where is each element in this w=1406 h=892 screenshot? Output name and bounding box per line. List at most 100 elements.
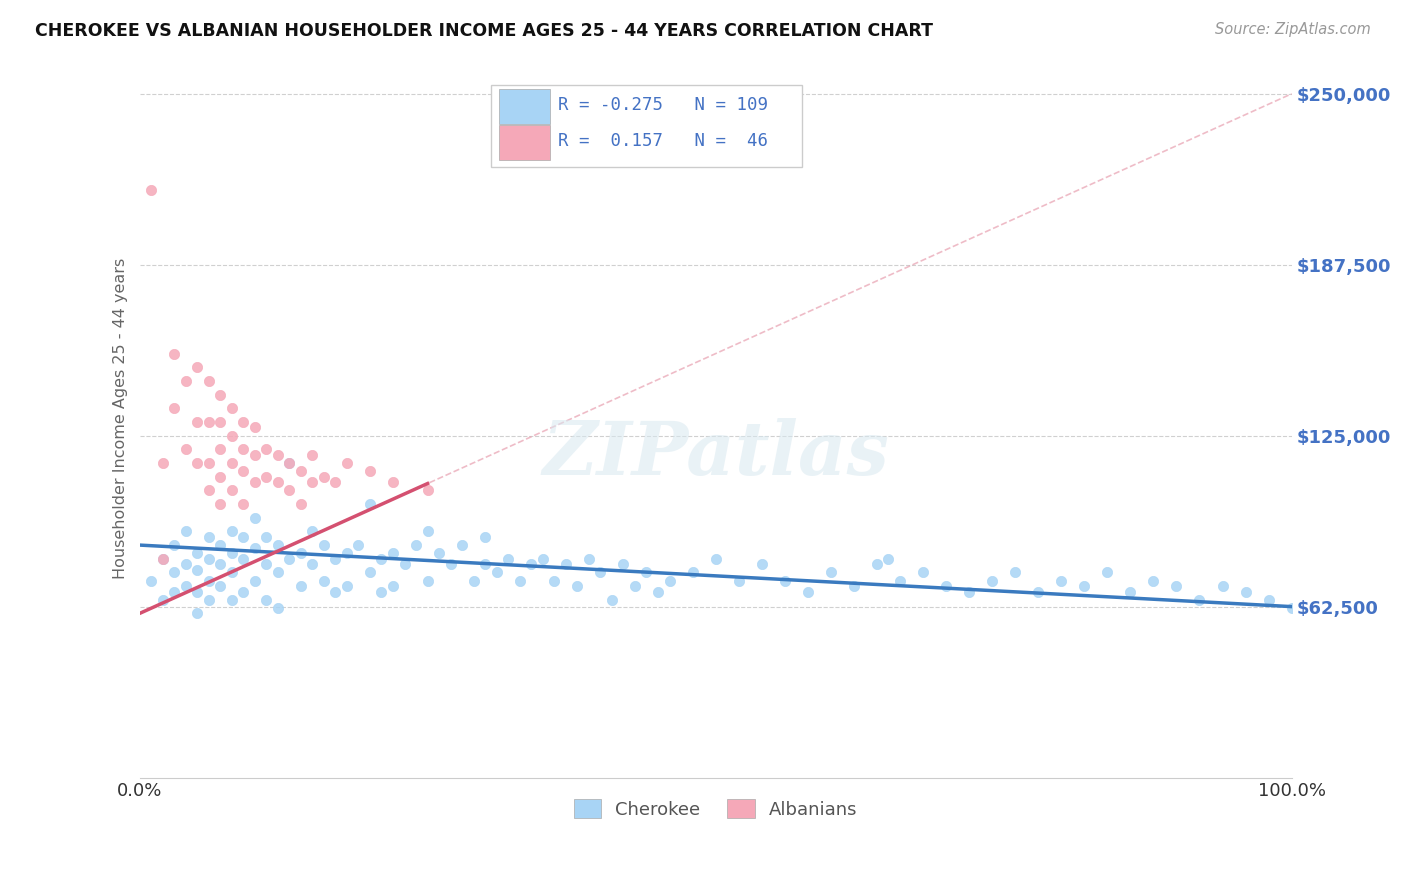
Point [209,538,232,552]
Point [186,360,208,375]
Point [520,558,543,572]
FancyBboxPatch shape [491,85,801,168]
Point [727,574,749,588]
Point [567,579,589,593]
Point [935,579,957,593]
Point [1119,584,1142,599]
Text: CHEROKEE VS ALBANIAN HOUSEHOLDER INCOME AGES 25 - 44 YEARS CORRELATION CHART: CHEROKEE VS ALBANIAN HOUSEHOLDER INCOME … [35,22,934,40]
Point [243,475,266,490]
Point [254,530,277,544]
Point [474,558,496,572]
Point [325,584,347,599]
Point [267,475,290,490]
Point [221,592,243,607]
Point [232,584,254,599]
Point [243,510,266,524]
Point [209,497,232,511]
Point [820,566,842,580]
Point [232,497,254,511]
Point [312,469,335,483]
Point [267,601,290,615]
Point [359,497,381,511]
Point [509,574,531,588]
Point [232,464,254,478]
Point [290,579,312,593]
Point [278,551,301,566]
Point [312,574,335,588]
Point [889,574,911,588]
Point [312,538,335,552]
Point [290,497,312,511]
Point [1026,584,1049,599]
Point [301,558,323,572]
Point [1073,579,1095,593]
Point [370,584,392,599]
Point [163,401,186,416]
Point [336,456,359,470]
Point [209,442,232,457]
Point [278,483,301,498]
Point [578,551,600,566]
Point [186,456,208,470]
Point [232,530,254,544]
Point [163,346,186,360]
Point [243,420,266,434]
Point [474,530,496,544]
Point [186,415,208,429]
Point [278,456,301,470]
Point [957,584,980,599]
Point [186,546,208,560]
Point [290,464,312,478]
Point [1142,574,1164,588]
Point [278,456,301,470]
Point [174,579,197,593]
Point [751,558,773,572]
Point [243,448,266,462]
Point [174,524,197,539]
Point [152,592,174,607]
Point [197,374,219,388]
Point [163,584,186,599]
Point [325,551,347,566]
Point [197,592,219,607]
Text: ZIPatlas: ZIPatlas [543,418,889,491]
Text: R = -0.275   N = 109: R = -0.275 N = 109 [558,95,768,114]
Point [197,483,219,498]
Legend: Cherokee, Albanians: Cherokee, Albanians [567,792,865,826]
Point [336,546,359,560]
Point [290,546,312,560]
Point [554,558,576,572]
Point [439,558,461,572]
Point [866,558,889,572]
FancyBboxPatch shape [499,89,550,124]
Point [221,456,243,470]
Point [1097,566,1119,580]
Point [254,558,277,572]
Point [232,442,254,457]
Point [531,551,554,566]
Point [911,566,934,580]
Point [382,475,405,490]
Point [543,574,565,588]
Point [209,469,232,483]
Point [1281,601,1303,615]
Point [232,551,254,566]
Point [658,574,681,588]
Point [197,415,219,429]
Point [232,415,254,429]
Point [163,538,186,552]
Point [647,584,669,599]
Point [301,524,323,539]
Point [209,415,232,429]
Point [416,574,439,588]
Point [221,401,243,416]
Point [221,524,243,539]
Point [254,592,277,607]
Point [152,456,174,470]
Point [152,551,174,566]
Point [221,483,243,498]
Point [163,566,186,580]
Point [139,182,162,196]
Point [186,607,208,621]
Point [451,538,474,552]
